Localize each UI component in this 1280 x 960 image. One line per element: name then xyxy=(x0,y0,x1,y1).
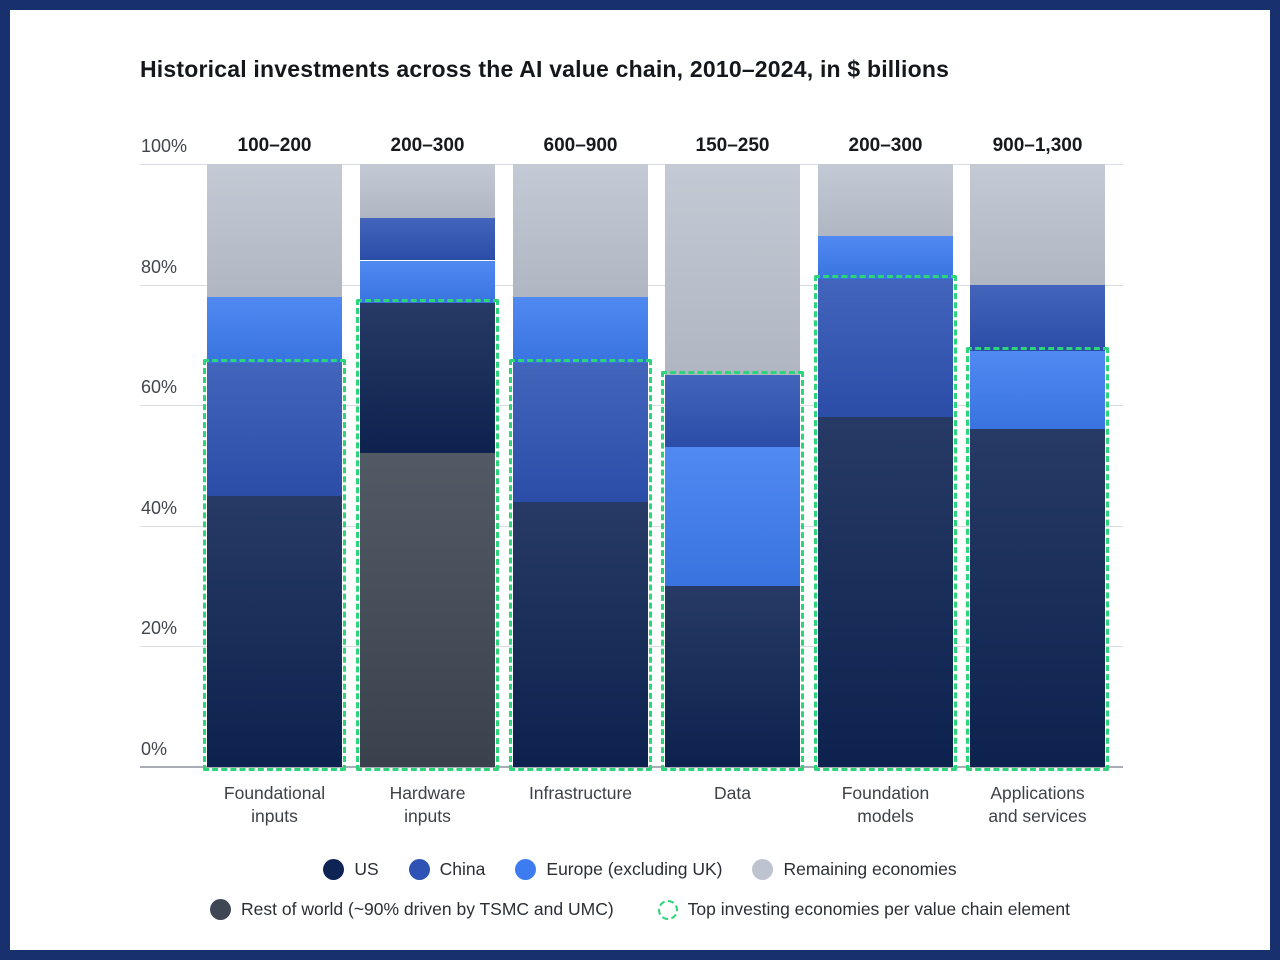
y-axis-label-100: 100% xyxy=(141,136,188,156)
bar-applications-and-services xyxy=(966,164,1109,771)
y-axis-label-20: 20% xyxy=(141,618,178,639)
legend-item-remaining: Remaining economies xyxy=(752,859,957,880)
segment-row-hardware-inputs xyxy=(360,453,495,767)
segment-remaining-applications-and-services xyxy=(970,164,1105,285)
segment-europe-foundation-models xyxy=(818,236,953,279)
legend-label-china: China xyxy=(439,859,486,879)
category-label-foundation-models: Foundation models xyxy=(841,783,930,827)
bar-foundational-inputs xyxy=(203,164,346,771)
legend-label-remaining: Remaining economies xyxy=(783,859,957,879)
value-range-label-foundation-models: 200–300 xyxy=(848,135,923,156)
value-range-label-hardware-inputs: 200–300 xyxy=(390,135,465,156)
segment-china-foundational-inputs xyxy=(207,363,342,496)
segment-china-hardware-inputs xyxy=(360,218,495,261)
segment-us-foundation-models xyxy=(818,417,953,767)
gridline-0 xyxy=(140,766,1123,768)
segment-remaining-infrastructure xyxy=(513,164,648,297)
category-label-applications-and-services: Applications and services xyxy=(988,783,1087,827)
bar-hardware-inputs xyxy=(356,164,499,771)
legend-label-us: US xyxy=(354,859,379,879)
top-investing-dashed-circle-icon xyxy=(657,899,678,920)
legend-item-top-investing: Top investing economies per value chain … xyxy=(657,899,1070,920)
bar-infrastructure xyxy=(509,164,652,771)
segment-europe-hardware-inputs xyxy=(360,260,495,303)
legend-item-europe: Europe (excluding UK) xyxy=(515,859,722,880)
bar-data xyxy=(661,164,804,771)
segment-remaining-foundation-models xyxy=(818,164,953,237)
segment-china-data xyxy=(665,375,800,448)
y-axis-label-40: 40% xyxy=(141,497,178,518)
plot-area: 100% 80% 60% 40% 20% 0% xyxy=(140,136,1123,771)
legend-row-1: US China Europe (excluding UK) Remaining… xyxy=(10,859,1270,880)
legend-label-top-investing: Top investing economies per value chain … xyxy=(687,899,1070,919)
segment-china-foundation-models xyxy=(818,278,953,418)
legend-item-china: China xyxy=(408,859,486,880)
legend-row-2: Rest of world (~90% driven by TSMC and U… xyxy=(10,899,1270,920)
category-label-infrastructure: Infrastructure xyxy=(528,783,633,803)
segment-remaining-foundational-inputs xyxy=(207,164,342,297)
segment-china-applications-and-services xyxy=(970,284,1105,352)
value-range-label-infrastructure: 600–900 xyxy=(543,135,618,156)
segment-us-data xyxy=(665,586,800,767)
segment-europe-foundational-inputs xyxy=(207,296,342,364)
segment-remaining-data xyxy=(665,164,800,376)
y-axis-label-60: 60% xyxy=(141,377,178,398)
segment-remaining-hardware-inputs xyxy=(360,164,495,219)
segment-europe-data xyxy=(665,447,800,587)
value-range-label-data: 150–250 xyxy=(695,135,770,156)
category-label-foundational-inputs: Foundational inputs xyxy=(223,783,326,827)
value-range-label-applications-and-services: 900–1,300 xyxy=(992,135,1083,156)
us-legend-swatch-icon xyxy=(323,859,345,880)
chart-canvas: Historical investments across the AI val… xyxy=(10,10,1270,950)
bar-foundation-models xyxy=(814,164,957,771)
segment-us-infrastructure xyxy=(513,501,648,768)
y-axis-label-0: 0% xyxy=(141,739,168,759)
chart-title: Historical investments across the AI val… xyxy=(140,56,950,82)
segment-europe-applications-and-services xyxy=(970,350,1105,430)
rest-of-world-legend-swatch-icon xyxy=(210,899,232,920)
china-legend-swatch-icon xyxy=(408,859,430,880)
legend-label-europe: Europe (excluding UK) xyxy=(546,859,723,879)
legend-item-us: US xyxy=(323,859,379,880)
segment-europe-infrastructure xyxy=(513,296,648,364)
remaining-legend-swatch-icon xyxy=(752,859,774,880)
legend-label-rest-of-world: Rest of world (~90% driven by TSMC and U… xyxy=(241,899,614,919)
segment-us-applications-and-services xyxy=(970,429,1105,767)
category-label-hardware-inputs: Hardware inputs xyxy=(389,783,466,827)
value-range-label-foundational-inputs: 100–200 xyxy=(237,135,312,156)
segment-us-hardware-inputs xyxy=(360,302,495,454)
category-label-data: Data xyxy=(714,783,751,803)
legend-item-rest-of-world: Rest of world (~90% driven by TSMC and U… xyxy=(210,899,614,920)
y-axis-label-80: 80% xyxy=(141,256,178,277)
europe-legend-swatch-icon xyxy=(515,859,537,880)
segment-us-foundational-inputs xyxy=(207,495,342,768)
segment-china-infrastructure xyxy=(513,363,648,502)
